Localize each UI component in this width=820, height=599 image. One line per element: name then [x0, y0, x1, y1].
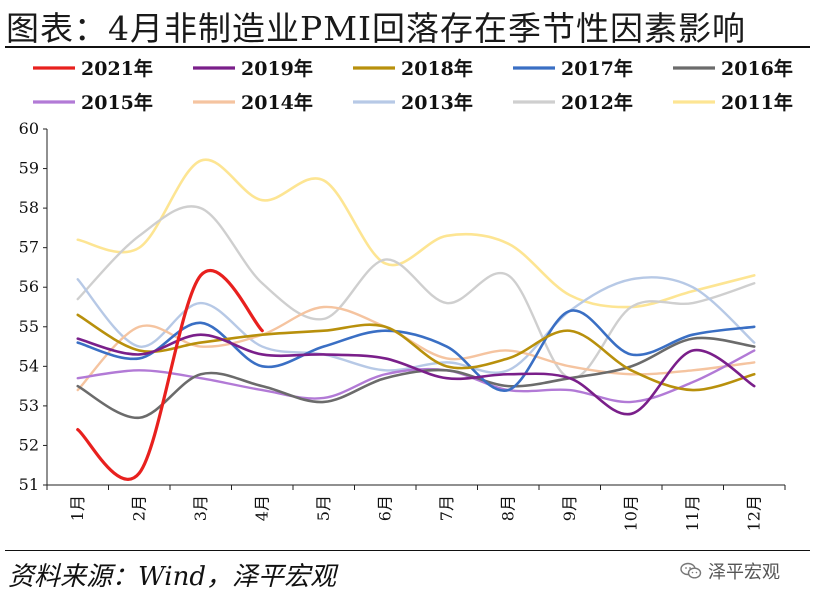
legend: 2021年 2019年 2018年 2017年 2016年 2015年 2014年 2013年…	[33, 57, 793, 114]
legend-label: 2011年	[721, 91, 793, 114]
watermark-text: 泽平宏观	[708, 562, 780, 583]
y-tick-label: 51	[19, 475, 39, 494]
y-tick-label: 52	[19, 435, 39, 454]
series-line-0	[76, 268, 264, 481]
x-tick-label: 6月	[375, 495, 394, 521]
series-line-4	[76, 336, 756, 420]
legend-label: 2014年	[241, 91, 313, 114]
source-divider	[5, 550, 810, 551]
series-line-1	[76, 333, 756, 416]
x-tick-label: 2月	[129, 495, 148, 521]
y-tick-label: 56	[19, 277, 39, 296]
legend-label: 2017年	[561, 57, 633, 80]
series-line-2	[76, 313, 756, 392]
y-tick-label: 59	[19, 159, 39, 178]
x-tick-label: 12月	[744, 495, 763, 531]
x-tick-label: 5月	[314, 495, 333, 521]
x-tick-label: 1月	[68, 495, 87, 521]
series-line-9	[76, 158, 756, 309]
series-line-3	[76, 309, 756, 392]
legend-label: 2016年	[721, 57, 793, 80]
series-line-5	[76, 349, 756, 404]
x-tick-label: 9月	[560, 495, 579, 521]
legend-label: 2021年	[81, 57, 153, 80]
y-tick-label: 55	[19, 317, 39, 336]
x-tick-label: 11月	[683, 495, 702, 531]
watermark: 泽平宏观	[680, 558, 780, 584]
x-tick-label: 10月	[621, 495, 640, 531]
source-note: 资料来源：Wind，泽平宏观	[8, 562, 336, 592]
chart-title: 图表：4月非制造业PMI回落存在季节性因素影响	[6, 9, 747, 48]
wechat-icon	[680, 562, 702, 579]
series-line-7	[76, 276, 756, 374]
x-tick-label: 3月	[191, 495, 210, 521]
title-divider	[5, 46, 810, 48]
x-tick-label: 4月	[252, 495, 271, 521]
y-tick-label: 58	[19, 198, 39, 217]
series-line-8	[76, 205, 756, 380]
chart-series	[76, 158, 756, 481]
y-tick-label: 53	[19, 396, 39, 415]
y-tick-label: 60	[19, 119, 39, 138]
legend-label: 2012年	[561, 91, 633, 114]
legend-label: 2015年	[81, 91, 153, 114]
y-tick-label: 57	[19, 238, 39, 257]
x-tick-label: 7月	[437, 495, 456, 521]
legend-label: 2019年	[241, 57, 313, 80]
y-tick-label: 54	[19, 356, 39, 375]
x-tick-label: 8月	[498, 495, 517, 521]
legend-label: 2018年	[401, 57, 473, 80]
legend-label: 2013年	[401, 91, 473, 114]
chart-axes: 51 52 53 54 55 56 57 58 59 60 1月 2月 3月 4月 5月 6月 7月 8月 9月 10…	[19, 119, 786, 531]
